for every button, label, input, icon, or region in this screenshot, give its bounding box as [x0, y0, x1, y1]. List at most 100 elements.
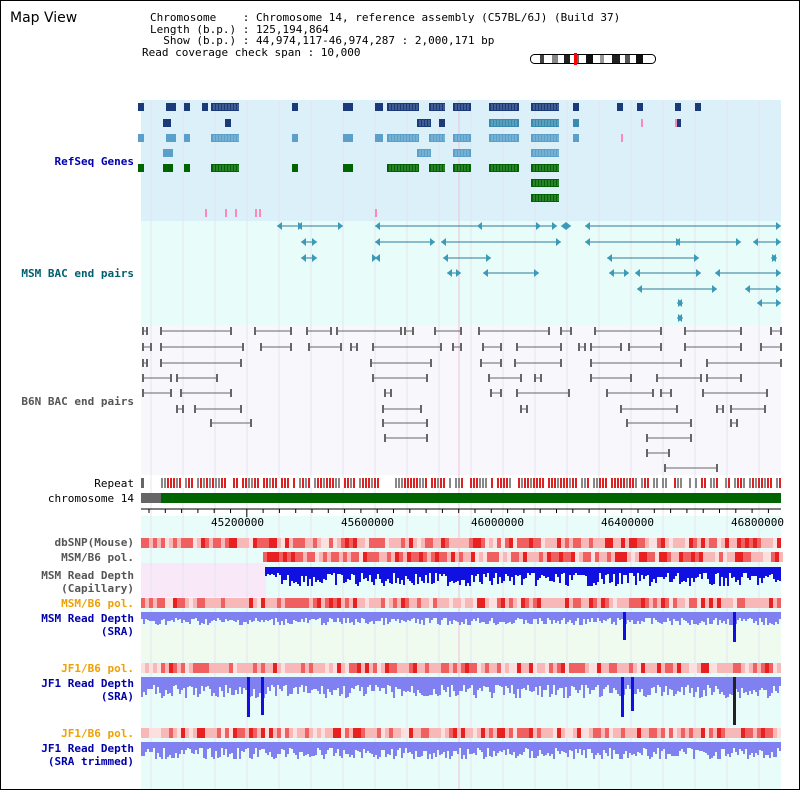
dbsnp-cell — [649, 538, 653, 548]
msm-capillary-depth-bar — [295, 567, 297, 582]
repeat-element — [170, 478, 172, 488]
msm-capillary-depth-bar — [497, 567, 499, 584]
jf1-trimmed-depth-bar — [499, 742, 501, 751]
bac-end-marker — [301, 238, 306, 246]
repeat-element — [548, 478, 550, 488]
jf1-pol-cell — [369, 728, 373, 738]
bac-end-marker — [447, 269, 452, 277]
msm-capillary-depth-bar — [289, 567, 291, 586]
jf1-pol-cell — [657, 663, 661, 673]
msm-sra-depth-bar — [317, 612, 319, 619]
jf1-trimmed-depth-bar — [533, 742, 535, 758]
dbsnp-cell — [433, 538, 437, 548]
msm-sra-depth-bar — [759, 612, 761, 618]
jf1-trimmed-depth-bar — [557, 742, 559, 751]
msm-pol-cell — [437, 598, 441, 608]
msm-capillary-depth-bar — [565, 567, 567, 585]
msm-capillary-depth-bar — [687, 567, 689, 578]
repeat-element — [254, 478, 256, 488]
jf1-sra-depth-bar — [141, 677, 143, 697]
jf1-sra-depth-bar — [153, 677, 155, 685]
msm-sra-depth-bar — [499, 612, 501, 622]
msm-sra-depth-bar — [343, 612, 345, 618]
jf1-pol-cell — [721, 728, 725, 738]
jf1-trimmed-depth-bar — [441, 742, 443, 754]
dbsnp-cell — [761, 538, 765, 548]
track-label-dbsnp: dbSNP(Mouse) — [54, 536, 134, 549]
msm-sra-depth-bar — [737, 612, 739, 620]
msm-pol-cell — [463, 552, 467, 562]
repeat-element — [290, 478, 292, 488]
jf1-trimmed-depth-bar — [407, 742, 409, 753]
msm-capillary-depth-bar — [739, 567, 741, 585]
msm-pol-cell — [477, 598, 481, 608]
msm-capillary-depth-bar — [709, 567, 711, 584]
msm-capillary-depth-bar — [773, 567, 775, 579]
jf1-pol-cell — [457, 663, 461, 673]
jf1-trimmed-depth-bar — [585, 742, 587, 758]
chromosome-ideogram[interactable] — [530, 53, 658, 65]
jf1-trimmed-depth-bar — [777, 742, 779, 748]
jf1-pol-cell — [765, 663, 769, 673]
jf1-pol-cell — [573, 728, 577, 738]
jf1-trimmed-depth-bar — [433, 742, 435, 753]
track-label-b6n-bac[interactable]: B6N BAC end pairs — [21, 395, 134, 408]
repeat-element — [761, 478, 763, 488]
jf1-trimmed-depth-bar — [683, 742, 685, 752]
jf1-trimmed-depth-bar — [363, 742, 365, 749]
jf1-trimmed-depth-bar — [173, 742, 175, 758]
msm-sra-depth-bar — [451, 612, 453, 624]
jf1-trimmed-depth-bar — [395, 742, 397, 756]
jf1-trimmed-depth-bar — [263, 742, 265, 749]
jf1-trimmed-depth-bar — [311, 742, 313, 756]
bac-end-marker — [585, 222, 590, 230]
msm-capillary-depth-bar — [273, 567, 275, 575]
msm-pol-cell — [303, 552, 307, 562]
jf1-trimmed-depth-bar — [393, 742, 395, 759]
msm-pol-cell — [621, 598, 625, 608]
msm-sra-depth-bar — [409, 612, 411, 621]
msm-sra-depth-bar — [463, 612, 465, 624]
track-label-refseq[interactable]: RefSeq Genes — [54, 155, 134, 168]
jf1-sra-depth-bar — [603, 677, 605, 689]
dbsnp-cell — [149, 538, 153, 548]
msm-sra-depth-bar — [159, 612, 161, 624]
jf1-trimmed-depth-bar — [619, 742, 621, 759]
length-info: Length (b.p.) : 125,194,864 — [150, 22, 329, 36]
repeat-element — [398, 478, 400, 488]
jf1-trimmed-depth-bar — [761, 742, 763, 751]
jf1-sra-depth-bar — [373, 677, 375, 691]
repeat-element — [392, 478, 394, 488]
jf1-pol-cell — [529, 728, 533, 738]
msm-pol-cell — [487, 552, 491, 562]
msm-capillary-depth-bar — [633, 567, 635, 576]
jf1-sra-depth-bar — [589, 677, 591, 694]
msm-pol-cell — [543, 552, 547, 562]
msm-pol-cell — [465, 598, 469, 608]
jf1-pol-cell — [221, 728, 225, 738]
msm-capillary-depth-bar — [579, 567, 581, 575]
jf1-trimmed-depth-bar — [383, 742, 385, 750]
track-label-msm-bac[interactable]: MSM BAC end pairs — [21, 267, 134, 280]
jf1-trimmed-depth-bar — [491, 742, 493, 757]
msm-sra-depth-bar — [313, 612, 315, 619]
msm-pol-cell — [513, 598, 517, 608]
jf1-sra-depth-bar — [405, 677, 407, 692]
msm-pol-cell — [719, 552, 723, 562]
jf1-sra-depth-bar — [771, 677, 773, 693]
jf1-trimmed-depth-bar — [747, 742, 749, 759]
msm-pol-cell — [695, 552, 699, 562]
dbsnp-cell — [441, 538, 445, 548]
jf1-pol-cell — [545, 663, 549, 673]
jf1-pol-cell — [277, 663, 281, 673]
jf1-trimmed-depth-bar — [217, 742, 219, 758]
jf1-trimmed-depth-bar — [293, 742, 295, 753]
msm-sra-depth-bar — [281, 612, 283, 621]
jf1-trimmed-depth-bar — [671, 742, 673, 756]
msm-capillary-depth-bar — [291, 567, 293, 581]
jf1-sra-depth-bar — [291, 677, 293, 694]
repeat-element — [776, 478, 778, 488]
repeat-element — [605, 478, 607, 488]
jf1-pol-cell — [509, 728, 513, 738]
